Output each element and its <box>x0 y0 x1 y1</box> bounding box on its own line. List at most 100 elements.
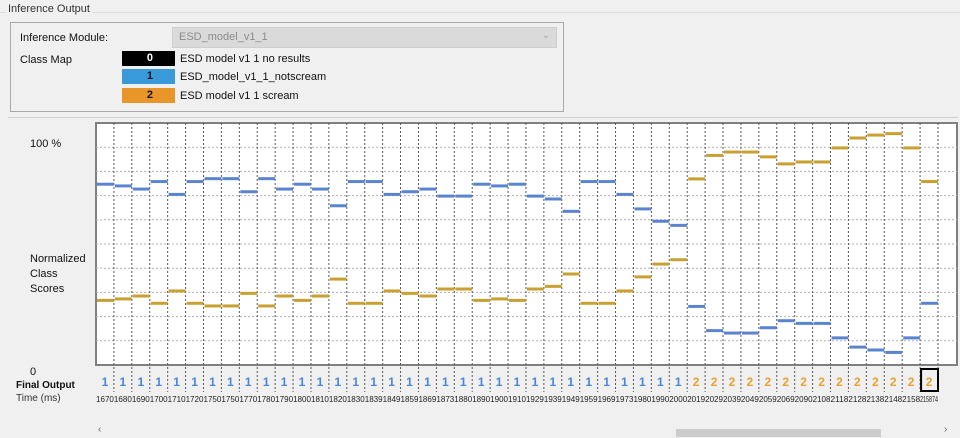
final-output-value: 1 <box>102 375 109 389</box>
score-segment-class-1 <box>473 182 491 186</box>
class-swatch-2: 2 <box>122 88 175 103</box>
score-segment-class-2 <box>347 301 365 305</box>
score-segment-class-2 <box>544 284 562 288</box>
score-segment-class-1 <box>598 180 616 184</box>
score-segment-class-1 <box>652 219 670 223</box>
final-output-value: 1 <box>245 375 252 389</box>
final-output-value: 2 <box>872 375 879 389</box>
final-output-value: 1 <box>173 375 180 389</box>
final-output-value: 1 <box>281 375 288 389</box>
score-segment-class-1 <box>114 184 132 188</box>
time-tick-label: 1810 <box>311 394 329 404</box>
score-segment-class-1 <box>97 182 114 186</box>
final-output-value: 2 <box>818 375 825 389</box>
time-tick-label: 2039 <box>723 394 741 404</box>
final-output-value: 1 <box>370 375 377 389</box>
score-segment-class-1 <box>921 301 938 305</box>
score-segment-class-2 <box>419 294 437 298</box>
score-segment-class-1 <box>258 177 276 181</box>
score-segment-class-1 <box>580 180 598 184</box>
selected-column-box <box>920 368 939 392</box>
score-segment-class-2 <box>741 150 759 154</box>
final-output-value: 1 <box>549 375 556 389</box>
score-segment-class-2 <box>921 180 938 184</box>
score-segment-class-2 <box>885 132 903 136</box>
score-segment-class-2 <box>473 298 491 302</box>
final-output-value: 2 <box>711 375 718 389</box>
score-segment-class-1 <box>885 350 903 354</box>
score-segment-class-2 <box>150 301 168 305</box>
time-tick-label: 2128 <box>848 394 866 404</box>
time-tick-label: 1873 <box>436 394 454 404</box>
time-tick-label: 1680 <box>114 394 132 404</box>
score-segment-class-2 <box>598 301 616 305</box>
final-output-value: 1 <box>227 375 234 389</box>
group-border <box>0 12 960 13</box>
score-segment-class-1 <box>562 209 580 213</box>
final-output-value: 2 <box>782 375 789 389</box>
final-output-value: 2 <box>729 375 736 389</box>
time-tick-label: 1700 <box>150 394 168 404</box>
time-label: Time (ms) <box>16 393 61 404</box>
time-tick-label: 2148 <box>884 394 902 404</box>
final-output-value: 2 <box>908 375 915 389</box>
time-tick-label: 2118 <box>831 394 849 404</box>
score-segment-class-2 <box>258 304 276 308</box>
scrollbar-thumb[interactable] <box>676 429 881 437</box>
score-segment-class-1 <box>724 331 741 335</box>
time-tick-label: 1820 <box>329 394 347 404</box>
score-segment-class-1 <box>455 194 473 198</box>
class-swatch-1: 1 <box>122 69 175 84</box>
time-tick-label: 1750 <box>203 394 221 404</box>
final-output-value: 1 <box>621 375 628 389</box>
score-segment-class-2 <box>759 155 777 159</box>
final-output-value: 1 <box>191 375 198 389</box>
score-segment-class-1 <box>706 329 724 333</box>
y-axis-label: Normalized Class Scores <box>30 252 92 297</box>
score-segment-class-2 <box>437 287 455 291</box>
final-output-value: 1 <box>442 375 449 389</box>
score-segment-class-2 <box>132 294 150 298</box>
final-output-value: 1 <box>514 375 521 389</box>
final-output-value: 2 <box>836 375 843 389</box>
inference-module-select[interactable]: ESD_model_v1_1 ⌄ <box>172 27 557 48</box>
final-output-value: 1 <box>585 375 592 389</box>
final-output-value: 1 <box>424 375 431 389</box>
score-segment-class-1 <box>132 187 150 191</box>
score-segment-class-1 <box>204 177 222 181</box>
final-output-value: 1 <box>406 375 413 389</box>
final-output-value: 1 <box>657 375 664 389</box>
class-name-0: ESD model v1 1 no results <box>180 53 311 65</box>
score-segment-class-2 <box>186 301 204 305</box>
inference-module-label: Inference Module: <box>20 32 109 44</box>
score-segment-class-1 <box>544 197 562 201</box>
score-segment-class-2 <box>365 301 383 305</box>
score-segment-class-1 <box>777 319 795 323</box>
scroll-right-icon[interactable]: › <box>944 424 948 435</box>
final-output-value: 2 <box>854 375 861 389</box>
score-segment-class-2 <box>706 153 724 157</box>
time-tick-label: 2019 <box>687 394 705 404</box>
time-tick-label: 1939 <box>544 394 562 404</box>
score-segment-class-1 <box>383 192 401 196</box>
score-segment-class-1 <box>634 207 652 211</box>
final-output-label: Final Output <box>16 380 75 391</box>
y-top-label: 100 % <box>30 138 62 150</box>
score-segment-class-1 <box>509 182 526 186</box>
final-output-value: 1 <box>639 375 646 389</box>
scroll-left-icon[interactable]: ‹ <box>98 424 102 435</box>
time-tick-label: 1750 <box>221 394 239 404</box>
score-segment-class-2 <box>777 162 795 166</box>
score-segment-class-2 <box>526 287 544 291</box>
score-segment-class-1 <box>741 331 759 335</box>
final-output-value: 1 <box>567 375 574 389</box>
score-segment-class-2 <box>688 177 706 181</box>
score-segment-class-2 <box>831 146 849 150</box>
time-tick-label: 1790 <box>275 394 293 404</box>
final-output-value: 1 <box>263 375 270 389</box>
time-tick-label: 2158 <box>902 394 920 404</box>
score-segment-class-2 <box>903 146 921 150</box>
score-segment-class-1 <box>526 194 544 198</box>
class-name-1: ESD_model_v1_1_notscream <box>180 71 327 83</box>
final-output-value: 1 <box>299 375 306 389</box>
